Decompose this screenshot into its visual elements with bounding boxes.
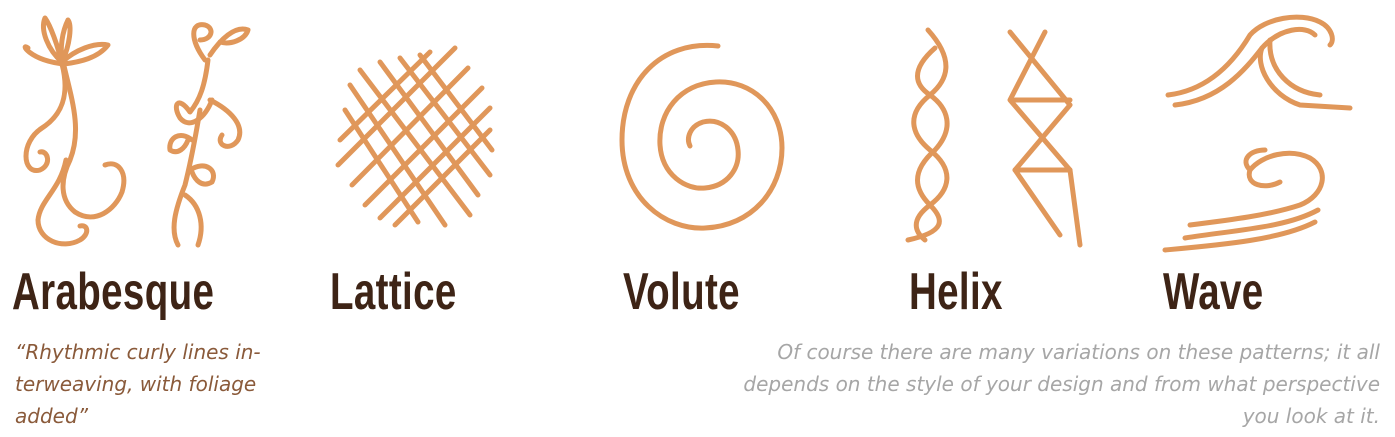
helix-title: Helix bbox=[909, 263, 1003, 321]
helix-icon bbox=[905, 27, 1083, 248]
arabesque-icon bbox=[22, 15, 251, 248]
wave-icon bbox=[1162, 14, 1353, 253]
lattice-title: Lattice bbox=[330, 263, 457, 321]
arabesque-title: Arabesque bbox=[12, 263, 215, 321]
lattice-icon bbox=[335, 45, 495, 228]
volute-icon bbox=[619, 42, 785, 231]
variations-note: Of course there are many variations on t… bbox=[743, 340, 1380, 428]
wave-title: Wave bbox=[1163, 263, 1264, 321]
volute-title: Volute bbox=[623, 263, 740, 321]
arabesque-caption: “Rhythmic curly lines in-terweaving, wit… bbox=[15, 340, 261, 428]
